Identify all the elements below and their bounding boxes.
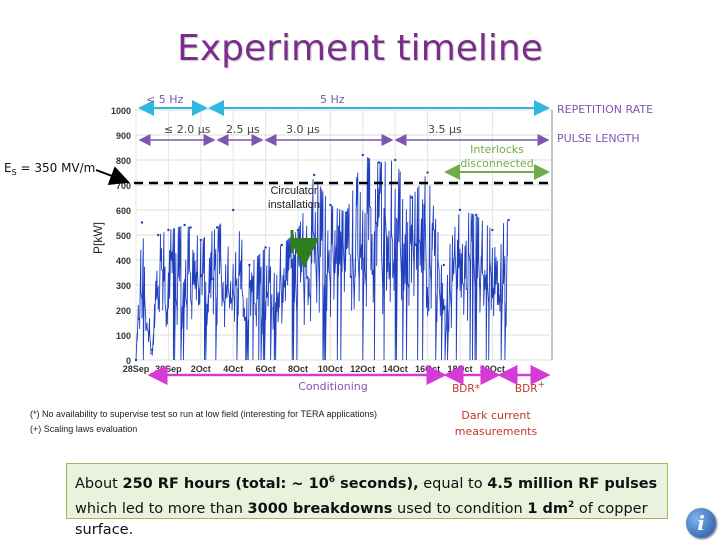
data-point [264,246,267,249]
x-tick-label: 20Oct [480,364,505,374]
data-point [215,226,219,229]
data-point [199,238,202,242]
x-tick-label: 2Oct [191,364,211,374]
y-tick-label: 500 [116,231,131,241]
x-tick-label: 30Sep [155,364,182,374]
page-title: Experiment timeline [177,28,543,69]
y-tick-label: 0 [126,356,131,366]
summary-text-5: of copper surface. [75,500,648,538]
data-point [140,221,144,224]
y-tick-labels: 0 100 200 300 400 500 600 700 800 900 1000 [111,106,131,366]
x-tick-label: 16Oct [415,364,440,374]
circulator-label-1: Circulator [270,185,317,197]
data-point [410,196,413,199]
y-tick-label: 300 [116,281,131,291]
summary-text-3: which led to more than [75,500,248,517]
y-tick-label: 800 [116,156,131,166]
footnote-plus: (+) Scaling laws evaluation [30,424,138,434]
y-tick-label: 1000 [111,106,131,116]
data-point [491,228,494,232]
x-tick-label: 8Oct [288,364,308,374]
es-arrow [95,166,130,186]
y-tick-label: 200 [116,306,131,316]
circulator-label-2: installation [268,199,320,211]
data-point [329,203,332,207]
bdr-star-label: BDR* [452,383,480,395]
y-tick-label: 400 [116,256,131,266]
power-chart: 0 100 200 300 400 500 600 700 800 900 1000 28Sep 30… [4,93,653,438]
data-point [361,153,364,157]
data-point [475,213,478,217]
data-point [426,171,429,174]
x-tick-label: 12Oct [350,364,375,374]
data-point [507,218,510,222]
dark-current-label-2: measurements [455,425,538,438]
x-tick-label: 10Oct [318,364,343,374]
dark-current-label-1: Dark current [461,409,531,422]
summary-breakdowns: 3000 breakdowns [247,500,393,517]
pulse-25-label: 2.5 μs [226,123,260,136]
x-tick-labels: 28Sep 30Sep 2Oct 4Oct 6Oct 8Oct 10Oct 12Oct 14Oc… [123,364,505,374]
data-point [134,358,138,362]
power-trace [135,157,508,361]
x-tick-label: 4Oct [223,364,243,374]
data-point [183,223,186,227]
data-point [394,158,397,162]
summary-text-4: used to condition [392,500,528,517]
data-point [377,161,381,164]
pulse-20-label: ≤ 2.0 μs [164,123,211,136]
data-point [232,208,235,212]
summary-text-1: About [75,475,123,492]
y-tick-label: 100 [116,331,131,341]
data-point [157,233,160,237]
data-point [458,208,462,212]
data-point [313,173,316,177]
footnote-star: (*) No availability to supervise test so… [30,409,377,419]
y-tick-label: 600 [116,206,131,216]
summary-area: 1 dm2 [527,499,575,517]
conditioning-label: Conditioning [298,380,368,393]
data-point [296,228,300,232]
pulse-length-label: PULSE LENGTH [557,132,640,145]
y-axis-label: P[kW] [91,222,105,254]
x-tick-label: 14Oct [383,364,408,374]
bdr-plus-label: BDR+ [515,380,545,395]
data-point [345,211,348,214]
x-tick-label: 6Oct [256,364,276,374]
repetition-rate-label: REPETITION RATE [557,103,653,116]
rep-5-label: 5 Hz [320,93,345,106]
data-point [280,243,283,247]
rep-lt5-label: < 5 Hz [146,93,183,106]
summary-text-2: equal to [418,475,488,492]
y-tick-label: 900 [116,131,131,141]
data-point [189,226,192,229]
data-point [442,263,445,267]
summary-box: About 250 RF hours (total: ~ 106 seconds… [66,463,668,538]
pulse-35-label: 3.5 μs [428,123,462,136]
summary-rf-hours: 250 RF hours (total: ~ 106 seconds), [122,475,419,492]
data-point [151,348,154,352]
data-series [134,153,510,362]
interlocks-label-1: Interlocks [470,143,524,156]
y-tick-label: 700 [116,181,131,191]
data-point [167,228,170,232]
pulse-30-label: 3.0 μs [286,123,320,136]
data-point [248,263,251,267]
info-icon[interactable]: i [686,508,716,538]
summary-rf-pulses: 4.5 million RF pulses [487,475,658,492]
es-label: ES = 350 MV/m [4,161,95,177]
x-tick-label: 28Sep [123,364,150,374]
interlocks-label-2: disconnected [460,157,533,170]
x-tick-label: 18Oct [447,364,472,374]
